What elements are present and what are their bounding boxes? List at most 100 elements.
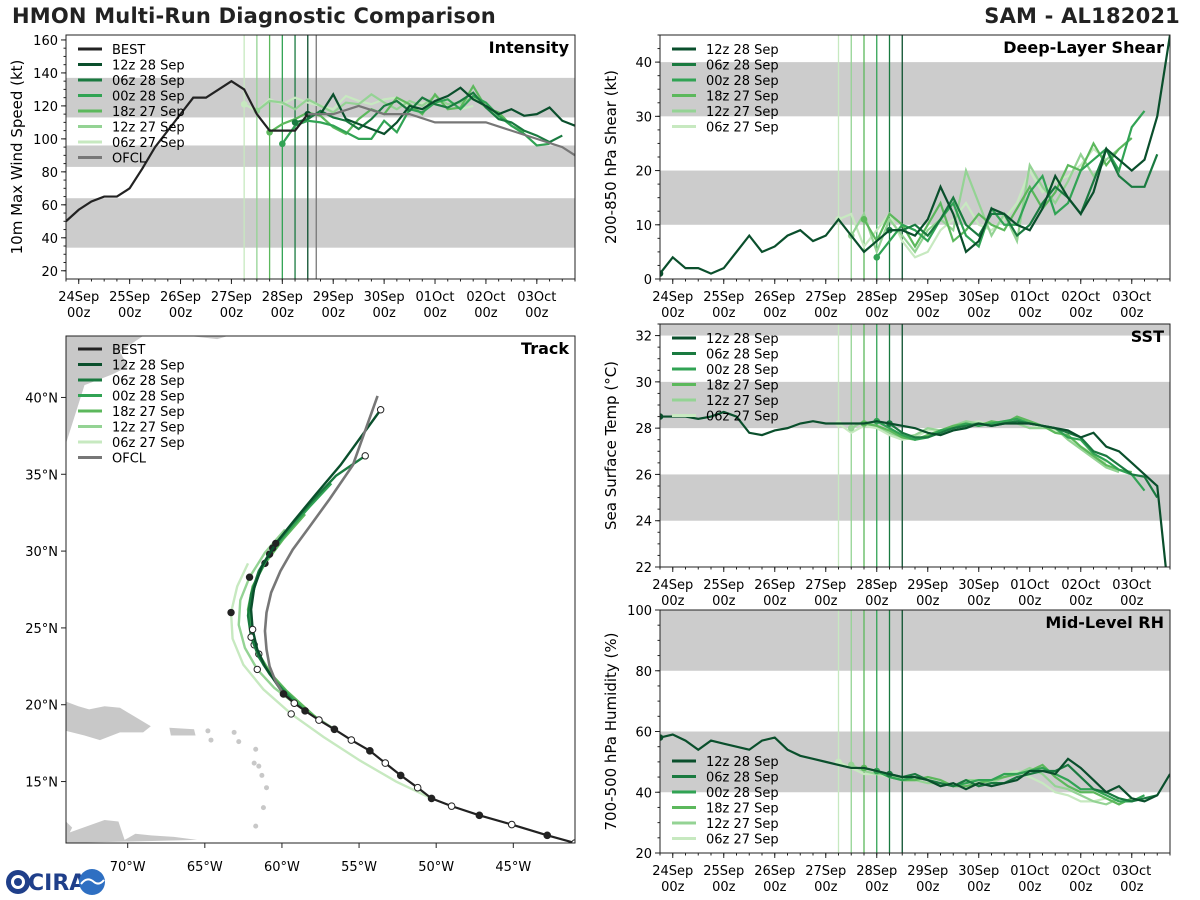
track-best-marker: [330, 725, 339, 734]
sst-legend-label: 06z 28 Sep: [706, 348, 779, 363]
sst-xtick-day: 29Sep: [907, 578, 948, 593]
rh-xtick-hour: 00z: [967, 880, 991, 895]
sst-xtick-hour: 00z: [1069, 594, 1093, 609]
sst-legend-label: 12z 28 Sep: [706, 332, 779, 347]
shear-plot-area: [660, 35, 1170, 279]
rh-xtick-day: 26Sep: [754, 864, 795, 879]
figure-title: HMON Multi-Run Diagnostic Comparison: [12, 4, 496, 28]
track-best-marker: [381, 759, 390, 767]
intensity-xtick-day: 01Oct: [416, 290, 455, 305]
sst-xtick-day: 02Oct: [1061, 578, 1100, 593]
track-run-marker: [248, 625, 257, 634]
sst-xtick-hour: 00z: [1018, 594, 1042, 609]
intensity-ytick-label: 40: [41, 232, 58, 247]
shear-xtick-hour: 00z: [661, 306, 685, 321]
sst-xtick-hour: 00z: [661, 594, 685, 609]
intensity-best-line: [66, 79, 309, 223]
intensity-legend-label: 06z 27 Sep: [112, 136, 185, 151]
sst-legend-label: 06z 27 Sep: [706, 410, 779, 425]
track-best-marker: [279, 690, 288, 698]
rh-ytick-label: 80: [635, 665, 652, 680]
intensity-xtick-hour: 00z: [322, 306, 346, 321]
track-run-marker: [361, 452, 369, 460]
shear-shaded-band: [660, 62, 1170, 117]
shear-run-line-1: [889, 146, 1159, 238]
track-xtick-label: 65°W: [187, 860, 223, 875]
shear-run-start-point: [660, 270, 664, 277]
sst-xtick-day: 24Sep: [652, 578, 693, 593]
intensity-xtick-day: 30Sep: [364, 290, 405, 305]
intensity-legend-label: 06z 28 Sep: [112, 74, 185, 89]
track-frame: [65, 335, 576, 844]
intensity-legend-label: BEST: [112, 43, 145, 58]
track-legend-label: 06z 28 Sep: [112, 374, 185, 389]
sst-shaded-band: [660, 381, 1170, 429]
shear-xtick-day: 24Sep: [652, 290, 693, 305]
track-xtick-label: 50°W: [418, 860, 454, 875]
shear-xtick-hour: 00z: [1120, 306, 1144, 321]
track-best-marker: [366, 747, 374, 755]
shear-run-line-3: [863, 137, 1133, 249]
track-run-line-0: [249, 409, 382, 695]
land-polygon: [66, 336, 144, 444]
track-best-marker: [475, 811, 484, 820]
intensity-xtick-day: 28Sep: [262, 290, 303, 305]
rh-legend-label: 06z 27 Sep: [706, 833, 779, 848]
shear-run-start-point: [873, 254, 881, 261]
intensity-xtick-hour: 00z: [220, 306, 244, 321]
shear-ytick-label: 40: [635, 56, 652, 71]
track-best-marker: [347, 736, 356, 744]
shear-xtick-day: 03Oct: [1112, 290, 1151, 305]
intensity-xtick-day: 29Sep: [313, 290, 354, 305]
track-legend-label: 12z 28 Sep: [112, 359, 185, 374]
rh-xtick-day: 29Sep: [907, 864, 948, 879]
intensity-xtick-day: 02Oct: [466, 290, 505, 305]
intensity-legend-label: 12z 28 Sep: [112, 59, 185, 74]
sst-legend-label: 00z 28 Sep: [706, 363, 779, 378]
intensity-ytick-label: 120: [33, 100, 58, 115]
track-best-marker: [427, 794, 436, 803]
land-polygon: [181, 336, 228, 340]
rh-xtick-hour: 00z: [1069, 880, 1093, 895]
rh-xtick-hour: 00z: [814, 880, 838, 895]
rh-ytick-label: 60: [635, 726, 652, 741]
rh-legend-label: 00z 28 Sep: [706, 786, 779, 801]
intensity-legend-label: 12z 27 Sep: [112, 121, 185, 136]
track-ocean: [66, 336, 575, 843]
island-marker: [251, 760, 257, 766]
intensity-xtick-hour: 00z: [525, 306, 549, 321]
island-marker: [253, 746, 259, 752]
rh-run-line-3: [863, 763, 1133, 806]
rh-legend-label: 12z 27 Sep: [706, 817, 779, 832]
rh-xtick-day: 03Oct: [1112, 864, 1151, 879]
intensity-xtick-hour: 00z: [474, 306, 498, 321]
intensity-run-start-point: [279, 140, 286, 148]
intensity-run-line-1: [294, 91, 563, 144]
intensity-ytick-label: 60: [41, 199, 58, 214]
intensity-run-line-0: [307, 86, 575, 136]
rh-ytick-label: 20: [635, 847, 652, 862]
intensity-legend-label: 18z 27 Sep: [112, 105, 185, 120]
intensity-xtick-day: 26Sep: [160, 290, 201, 305]
intensity-xtick-hour: 00z: [423, 306, 447, 321]
track-ytick-label: 30°N: [25, 545, 58, 560]
intensity-xtick-day: 25Sep: [109, 290, 150, 305]
sst-plot-area: [660, 324, 1170, 567]
sst-run-line-1: [888, 420, 1159, 499]
sst-run-line-0: [660, 410, 1167, 567]
shear-legend-label: 06z 28 Sep: [706, 59, 779, 74]
sst-legend-label: 18z 27 Sep: [706, 379, 779, 394]
island-marker: [264, 785, 270, 791]
track-xtick-label: 45°W: [495, 860, 531, 875]
intensity-shaded-band: [66, 198, 575, 248]
track-run-marker: [272, 539, 280, 548]
land-polygon: [169, 727, 196, 736]
intensity-run-start-point: [240, 100, 248, 108]
intensity-xtick-hour: 00z: [271, 306, 295, 321]
track-best-marker: [413, 783, 422, 792]
shear-legend-label: 18z 27 Sep: [706, 90, 779, 105]
sst-xtick-day: 25Sep: [703, 578, 744, 593]
track-best-marker: [315, 716, 323, 724]
track-legend-label: 18z 27 Sep: [112, 405, 185, 420]
